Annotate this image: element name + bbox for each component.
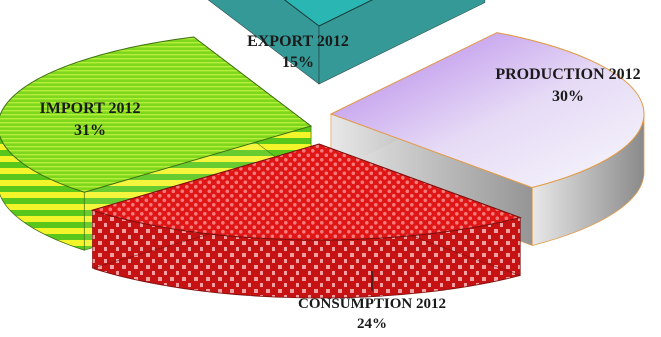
export-label: EXPORT 2012: [247, 33, 349, 50]
consumption-pct: 24%: [357, 316, 387, 332]
import-pct: 31%: [74, 122, 106, 139]
import-slice-top: [0, 36, 313, 193]
import-label: IMPORT 2012: [40, 100, 141, 117]
pie-slices: [0, 0, 645, 299]
production-label: PRODUCTION 2012: [495, 66, 640, 83]
production-slice-top: [329, 32, 645, 189]
export-slice-top: [283, 0, 374, 27]
export-slice-wall-1: [318, 0, 486, 85]
slice-labels: EXPORT 2012 15% PRODUCTION 2012 30% CONS…: [40, 33, 641, 332]
consumption-label: CONSUMPTION 2012: [298, 296, 446, 312]
production-pct: 30%: [552, 88, 584, 105]
consumption-slice-top: [90, 143, 522, 241]
export-pct: 15%: [282, 54, 314, 71]
